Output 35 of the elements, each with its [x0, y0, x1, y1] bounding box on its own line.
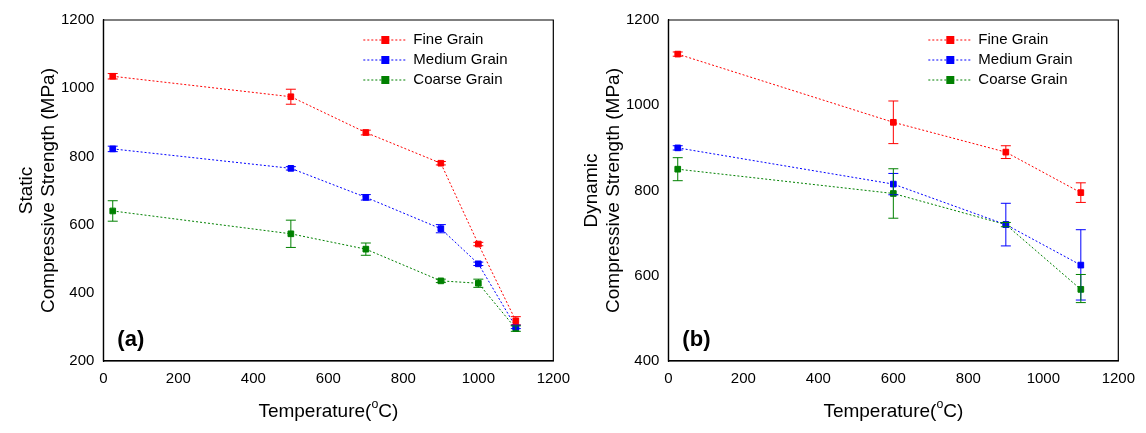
x-tick-label: 600: [315, 369, 341, 387]
y-tick-label: 200: [69, 351, 95, 369]
x-tick-label: 400: [240, 369, 266, 387]
x-tick-label: 600: [880, 369, 906, 387]
legend-label: Medium Grain: [978, 50, 1073, 68]
y-tick-label: 800: [634, 180, 660, 198]
x-tick-label: 800: [955, 369, 981, 387]
legend-label: Coarse Grain: [413, 70, 503, 88]
x-tick-label: 200: [165, 369, 191, 387]
x-tick-label: 0: [664, 369, 673, 387]
y-tick-label: 800: [69, 146, 95, 164]
legend-label: Fine Grain: [978, 30, 1049, 48]
x-tick-label: 1000: [461, 369, 496, 387]
y-tick-label: 400: [69, 282, 95, 300]
y-tick-label: 1200: [60, 10, 95, 28]
annotation: (b): [682, 326, 711, 352]
legend-label: Coarse Grain: [978, 70, 1068, 88]
y-tick-label: 400: [634, 351, 660, 369]
x-tick-label: 1200: [536, 369, 570, 387]
y-tick-label: 600: [634, 265, 660, 283]
y-tick-label: 1000: [60, 78, 95, 96]
x-tick-label: 0: [99, 369, 108, 387]
y-tick-label: 1200: [625, 10, 660, 28]
y-tick-label: 1000: [625, 95, 660, 113]
x-tick-label: 1200: [1101, 369, 1135, 387]
x-tick-label: 400: [805, 369, 831, 387]
y-axis-title: Static Compressive Strength (MPa): [15, 68, 58, 313]
x-tick-label: 800: [390, 369, 416, 387]
x-tick-label: 1000: [1026, 369, 1061, 387]
legend-label: Fine Grain: [413, 30, 484, 48]
annotation: (a): [117, 326, 145, 352]
x-tick-label: 200: [730, 369, 756, 387]
y-axis-title: Dynamic Compressive Strength (MPa): [580, 68, 623, 313]
y-tick-label: 600: [69, 214, 95, 232]
legend-label: Medium Grain: [413, 50, 508, 68]
